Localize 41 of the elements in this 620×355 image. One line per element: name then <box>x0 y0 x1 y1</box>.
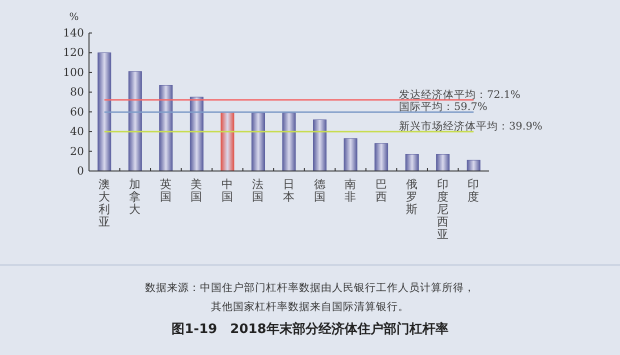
y-tick-label: 40 <box>70 125 84 138</box>
text: 其他国家杠杆率数据来自国际清算银行。 <box>211 300 409 313</box>
bar <box>405 154 419 172</box>
x-tick-label: 日本 <box>283 177 295 204</box>
bar <box>190 96 204 172</box>
bar <box>251 112 265 172</box>
y-axis-title: % <box>69 12 79 23</box>
bar <box>344 138 358 172</box>
x-tick-label: 美国 <box>190 177 203 204</box>
x-tick-label: 澳大利亚 <box>98 177 110 228</box>
bar <box>313 119 327 172</box>
source-note: 数据来源：中国住户部门杠杆率数据由人民银行工作人员计算所得， <box>145 281 475 294</box>
bar <box>282 112 296 172</box>
y-tick-label: 20 <box>70 144 84 158</box>
bar <box>374 143 388 172</box>
y-tick-label: 0 <box>77 164 84 178</box>
y-tick-label: 120 <box>63 46 84 60</box>
bar <box>436 154 450 172</box>
x-tick-label: 英国 <box>160 177 172 204</box>
y-tick-label: 80 <box>70 86 84 99</box>
x-tick-label: 中国 <box>221 177 234 204</box>
ref-line-label: 新兴市场经济体平均：39.9% <box>399 120 542 133</box>
bar <box>98 52 112 172</box>
x-tick-label: 南非 <box>344 177 357 204</box>
y-tick-label: 100 <box>63 66 84 79</box>
ref-line-label: 国际平均：59.7% <box>399 101 488 114</box>
x-tick-label: 巴西 <box>375 177 388 204</box>
bar <box>159 84 173 172</box>
x-tick-label: 加拿大 <box>129 177 142 216</box>
y-tick-label: 140 <box>63 26 84 40</box>
x-tick-label: 法国 <box>252 177 264 204</box>
x-tick-label: 印度 <box>468 177 480 204</box>
x-tick-label: 德国 <box>314 177 326 204</box>
x-tick-label: 俄罗斯 <box>406 177 418 216</box>
bar <box>466 160 480 172</box>
x-tick-label: 印度尼西亚 <box>436 177 449 241</box>
y-tick-label: 60 <box>70 105 84 118</box>
text: 图1-19 2018年末部分经济体住户部门杠杆率 <box>172 321 448 337</box>
ref-line-label: 发达经济体平均：72.1% <box>399 88 520 101</box>
bar <box>220 112 234 172</box>
bar <box>128 71 142 172</box>
